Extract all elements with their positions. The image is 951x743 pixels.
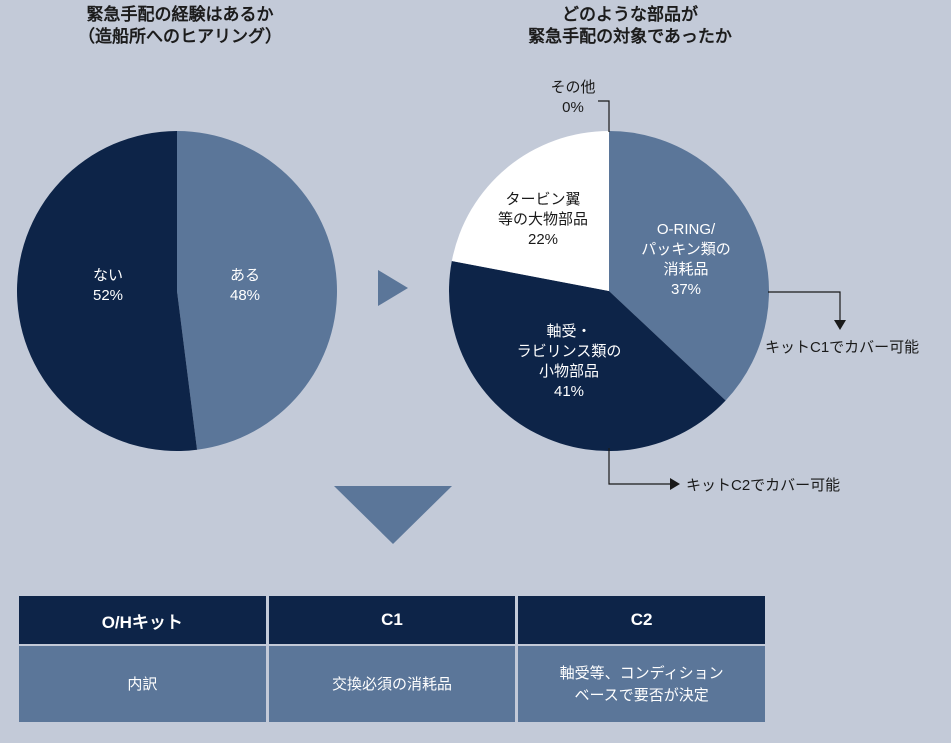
annotation-c1: キットC1でカバー可能 <box>765 339 919 356</box>
kit-table-row: 内訳 交換必須の消耗品 軸受等、コンディション ベースで要否が決定 <box>19 646 765 722</box>
arrow-right-icon <box>378 270 408 306</box>
kit-table-cell-breakdown: 内訳 <box>19 646 266 722</box>
kit-table-header-kit: O/Hキット <box>19 596 266 644</box>
connector-c2-arrowhead <box>670 478 680 490</box>
kit-table-cell-c2: 軸受等、コンディション ベースで要否が決定 <box>518 646 765 722</box>
kit-table-header-c2: C2 <box>518 596 765 644</box>
connector-other-line <box>598 100 610 132</box>
connector-c1-line <box>768 291 841 322</box>
pie-left-label-0: ある 48% <box>230 267 260 304</box>
pie-right-slice-2 <box>451 131 609 291</box>
arrow-down-icon <box>334 486 452 544</box>
kit-table-cell-c1: 交換必須の消耗品 <box>268 646 516 722</box>
pie-left-label-1: ない 52% <box>93 267 123 304</box>
right-chart-title: どのような部品が 緊急手配の対象であったか <box>528 5 732 47</box>
pie-right-label-other: その他 0% <box>550 79 595 116</box>
pie-right-slice-1 <box>449 261 726 451</box>
pie-right-label-2: タービン翼等の大物部品 22% <box>498 191 588 248</box>
annotation-c2: キットC2でカバー可能 <box>686 477 840 494</box>
kit-table: O/Hキット C1 C2 内訳 交換必須の消耗品 軸受等、コンディション ベース… <box>16 594 768 724</box>
kit-table-header-c1: C1 <box>268 596 516 644</box>
pie-left-slice-1 <box>17 131 198 451</box>
pie-chart-emergency-experience: ある 48% ない 52% <box>17 131 338 451</box>
pie-right-slice-0 <box>609 131 769 401</box>
left-chart-title: 緊急手配の経験はあるか （造船所へのヒアリング） <box>78 5 282 47</box>
connector-c2-line <box>608 448 672 485</box>
pie-right-label-1: 軸受・ラビリンス類の小物部品 41% <box>517 323 622 400</box>
connector-c1-arrowhead <box>834 320 846 330</box>
pie-chart-parts-breakdown: O-RING/パッキン類の消耗品 37%軸受・ラビリンス類の小物部品 41% タービン… <box>449 79 769 451</box>
pie-left-slice-0 <box>177 131 338 450</box>
kit-table-header-row: O/Hキット C1 C2 <box>19 596 765 644</box>
pie-right-label-0: O-RING/パッキン類の消耗品 37% <box>641 221 731 298</box>
